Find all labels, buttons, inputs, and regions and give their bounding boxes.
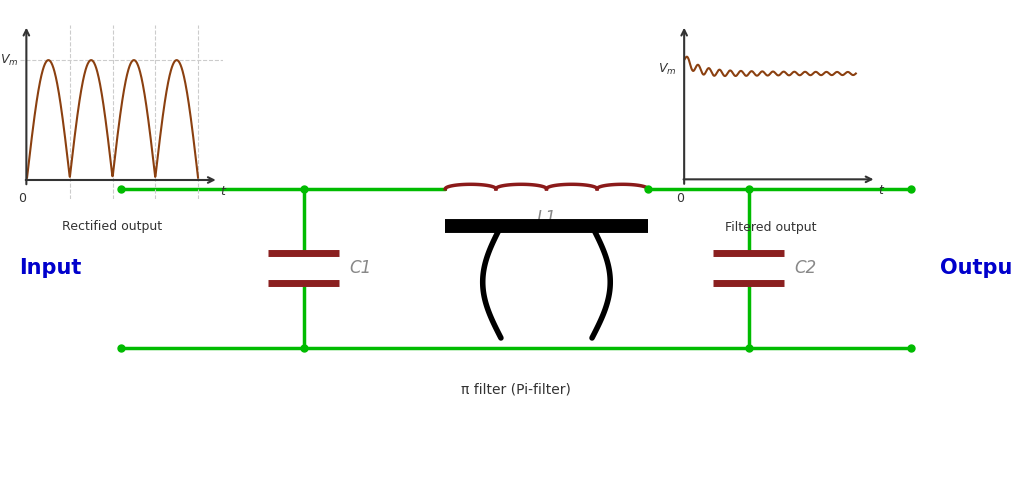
- Text: Output: Output: [939, 258, 1011, 278]
- Text: $V_m$: $V_m$: [0, 53, 19, 68]
- Text: 0: 0: [18, 192, 26, 205]
- Text: $V_m$: $V_m$: [657, 62, 676, 78]
- Text: t: t: [219, 185, 224, 198]
- Text: π filter (Pi-filter): π filter (Pi-filter): [461, 383, 570, 397]
- Text: Rectified output: Rectified output: [63, 220, 163, 233]
- Text: Filtered output: Filtered output: [724, 221, 815, 234]
- Text: C2: C2: [794, 259, 816, 277]
- Text: L1: L1: [536, 209, 556, 227]
- Text: t: t: [877, 184, 882, 197]
- Text: 0: 0: [675, 191, 683, 204]
- Text: Input: Input: [19, 258, 82, 278]
- Text: C1: C1: [349, 259, 371, 277]
